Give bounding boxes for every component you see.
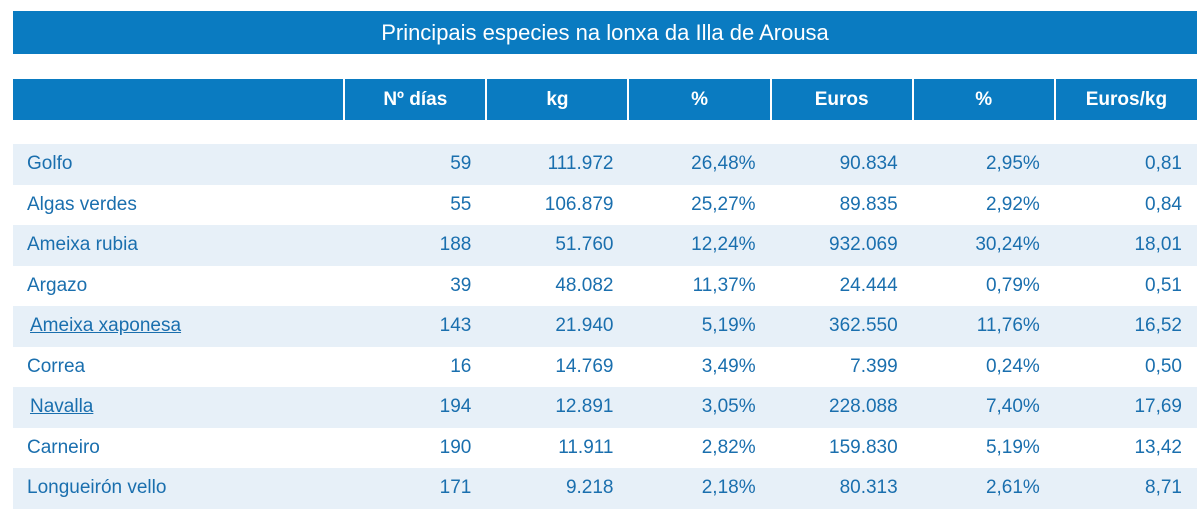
species-name-cell[interactable]: Navalla: [13, 387, 345, 428]
header-dias: Nº días: [343, 79, 487, 120]
kg-cell: 111.972: [486, 144, 629, 185]
euros-cell: 932.069: [770, 225, 913, 266]
euros-cell: 159.830: [770, 427, 913, 468]
species-name-cell: Argazo: [13, 265, 345, 306]
euros-per-kg-cell: 0,81: [1054, 144, 1197, 185]
spacer-row: [13, 120, 1197, 144]
header-euros: Euros: [769, 79, 913, 120]
table-row: Argazo 39 48.082 11,37% 24.444 0,79% 0,51: [13, 265, 1197, 306]
kg-cell: 51.760: [486, 225, 629, 266]
kg-percent-cell: 5,19%: [628, 306, 771, 347]
kg-cell: 21.940: [486, 306, 629, 347]
kg-percent-cell: 26,48%: [628, 144, 771, 185]
species-name-cell: Golfo: [13, 144, 345, 185]
table-row: Algas verdes 55 106.879 25,27% 89.835 2,92% 0,…: [13, 184, 1197, 225]
species-name-cell: Ameixa rubia: [13, 225, 345, 266]
header-euros-percent: %: [911, 79, 1055, 120]
euros-per-kg-cell: 0,51: [1054, 265, 1197, 306]
euros-per-kg-cell: 16,52: [1054, 306, 1197, 347]
kg-percent-cell: 11,37%: [628, 265, 771, 306]
euros-per-kg-cell: 0,84: [1054, 184, 1197, 225]
header-row: Nº días kg % Euros % Euros/kg: [13, 79, 1197, 120]
table-row: Longueirón vello 171 9.218 2,18% 80.313 2,61%…: [13, 468, 1197, 509]
kg-percent-cell: 3,49%: [628, 346, 771, 387]
table-row: Carneiro 190 11.911 2,82% 159.830 5,19% 13,42: [13, 427, 1197, 468]
euros-percent-cell: 0,24%: [912, 346, 1055, 387]
kg-cell: 14.769: [486, 346, 629, 387]
species-name-cell: Correa: [13, 346, 345, 387]
euros-per-kg-cell: 17,69: [1054, 387, 1197, 428]
table-row: Correa 16 14.769 3,49% 7.399 0,24% 0,50: [13, 346, 1197, 387]
dias-cell: 59: [344, 144, 487, 185]
table-row: Ameixa rubia 188 51.760 12,24% 932.069 30,24%…: [13, 225, 1197, 266]
kg-percent-cell: 2,18%: [628, 468, 771, 509]
species-link[interactable]: Navalla: [30, 396, 94, 418]
euros-percent-cell: 2,95%: [912, 144, 1055, 185]
header-kg: kg: [485, 79, 629, 120]
table-row: Golfo 59 111.972 26,48% 90.834 2,95% 0,81: [13, 144, 1197, 185]
header-species: [13, 79, 345, 120]
euros-percent-cell: 2,61%: [912, 468, 1055, 509]
species-name-cell: Longueirón vello: [13, 468, 345, 509]
kg-cell: 106.879: [486, 184, 629, 225]
table-row: Ameixa xaponesa 143 21.940 5,19% 362.550 11,7…: [13, 306, 1197, 347]
euros-percent-cell: 5,19%: [912, 427, 1055, 468]
euros-cell: 24.444: [770, 265, 913, 306]
table-row: Navalla 194 12.891 3,05% 228.088 7,40% 17,69: [13, 387, 1197, 428]
euros-cell: 89.835: [770, 184, 913, 225]
euros-cell: 90.834: [770, 144, 913, 185]
species-link[interactable]: Ameixa xaponesa: [30, 315, 182, 337]
dias-cell: 55: [344, 184, 487, 225]
dias-cell: 16: [344, 346, 487, 387]
kg-percent-cell: 12,24%: [628, 225, 771, 266]
euros-cell: 7.399: [770, 346, 913, 387]
header-kg-percent: %: [627, 79, 771, 120]
dias-cell: 171: [344, 468, 487, 509]
header-euros-per-kg: Euros/kg: [1053, 79, 1197, 120]
euros-percent-cell: 11,76%: [912, 306, 1055, 347]
euros-cell: 362.550: [770, 306, 913, 347]
kg-cell: 11.911: [486, 427, 629, 468]
dias-cell: 190: [344, 427, 487, 468]
euros-percent-cell: 0,79%: [912, 265, 1055, 306]
species-name-cell: Algas verdes: [13, 184, 345, 225]
kg-cell: 12.891: [486, 387, 629, 428]
species-name-cell: Carneiro: [13, 427, 345, 468]
euros-per-kg-cell: 13,42: [1054, 427, 1197, 468]
species-table: Nº días kg % Euros % Euros/kg Golfo 59 111…: [13, 79, 1197, 509]
euros-per-kg-cell: 8,71: [1054, 468, 1197, 509]
species-name-cell[interactable]: Ameixa xaponesa: [13, 306, 345, 347]
euros-per-kg-cell: 0,50: [1054, 346, 1197, 387]
kg-percent-cell: 2,82%: [628, 427, 771, 468]
euros-cell: 228.088: [770, 387, 913, 428]
euros-per-kg-cell: 18,01: [1054, 225, 1197, 266]
euros-percent-cell: 2,92%: [912, 184, 1055, 225]
euros-cell: 80.313: [770, 468, 913, 509]
dias-cell: 194: [344, 387, 487, 428]
table-title: Principais especies na lonxa da Illa de …: [13, 11, 1197, 54]
kg-percent-cell: 3,05%: [628, 387, 771, 428]
kg-cell: 9.218: [486, 468, 629, 509]
euros-percent-cell: 30,24%: [912, 225, 1055, 266]
kg-cell: 48.082: [486, 265, 629, 306]
dias-cell: 188: [344, 225, 487, 266]
dias-cell: 143: [344, 306, 487, 347]
dias-cell: 39: [344, 265, 487, 306]
euros-percent-cell: 7,40%: [912, 387, 1055, 428]
kg-percent-cell: 25,27%: [628, 184, 771, 225]
